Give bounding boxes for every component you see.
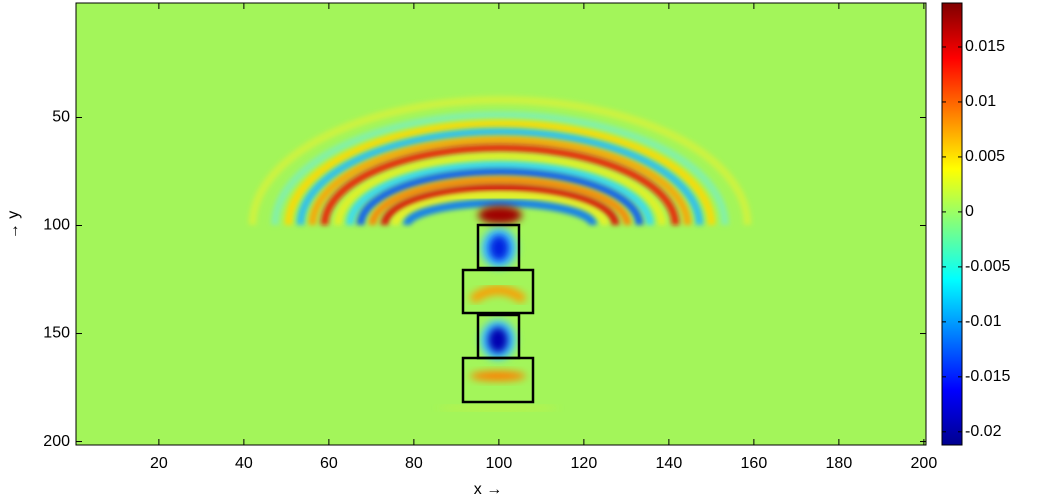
colorbar [941, 2, 963, 446]
colorbar-tick-label: -0.005 [965, 258, 1010, 275]
y-tick-label: 200 [43, 433, 70, 450]
field-blob [488, 327, 508, 353]
field-blob [489, 235, 509, 261]
wave-ring [368, 176, 632, 226]
x-tick-label: 120 [571, 455, 598, 472]
y-tick-label: 150 [43, 325, 70, 342]
field-band [469, 285, 527, 304]
field-band [470, 371, 526, 381]
x-tick-label: 60 [320, 455, 338, 472]
colorbar-tick-label: -0.02 [965, 423, 1002, 440]
x-tick-label: 180 [826, 455, 853, 472]
wave-ring [356, 168, 644, 226]
colorbar-tick-label: 0 [965, 203, 974, 220]
y-tick-label: 100 [43, 217, 70, 234]
x-tick-label: 200 [911, 455, 938, 472]
x-tick-label: 40 [235, 455, 253, 472]
wave-ring [308, 136, 692, 226]
colorbar-tick-label: -0.01 [965, 313, 1002, 330]
axes-frame [75, 2, 927, 446]
field-band [438, 406, 558, 410]
x-tick-label: 140 [656, 455, 683, 472]
wave-ring [271, 111, 729, 226]
wave-ring [334, 153, 666, 226]
wave-ring [346, 161, 654, 226]
colorbar-tick-label: 0.005 [965, 148, 1005, 165]
boxes [461, 223, 535, 404]
colorbar-tick-label: -0.015 [965, 368, 1010, 385]
box [476, 223, 521, 270]
wave-ring [320, 144, 680, 226]
wave-pattern [248, 96, 752, 226]
colorbar-tick-label: 0.015 [965, 38, 1005, 55]
wave-ring [403, 199, 597, 226]
box [461, 356, 535, 404]
box [461, 268, 535, 315]
x-tick-label: 80 [405, 455, 423, 472]
wave-ring [380, 184, 620, 226]
heatmap-image [76, 3, 926, 445]
wave-ring [296, 128, 704, 226]
y-axis-label: → y [5, 211, 22, 239]
wave-ring [248, 96, 752, 226]
x-tick-label: 20 [150, 455, 168, 472]
y-tick-label: 50 [52, 109, 70, 126]
colorbar-tick-label: 0.01 [965, 93, 996, 110]
x-axis-label: x → [474, 481, 502, 498]
peak-blob [478, 206, 522, 224]
wave-ring [391, 191, 609, 226]
wave-ring [284, 120, 716, 226]
x-tick-label: 100 [486, 455, 513, 472]
x-tick-label: 160 [741, 455, 768, 472]
